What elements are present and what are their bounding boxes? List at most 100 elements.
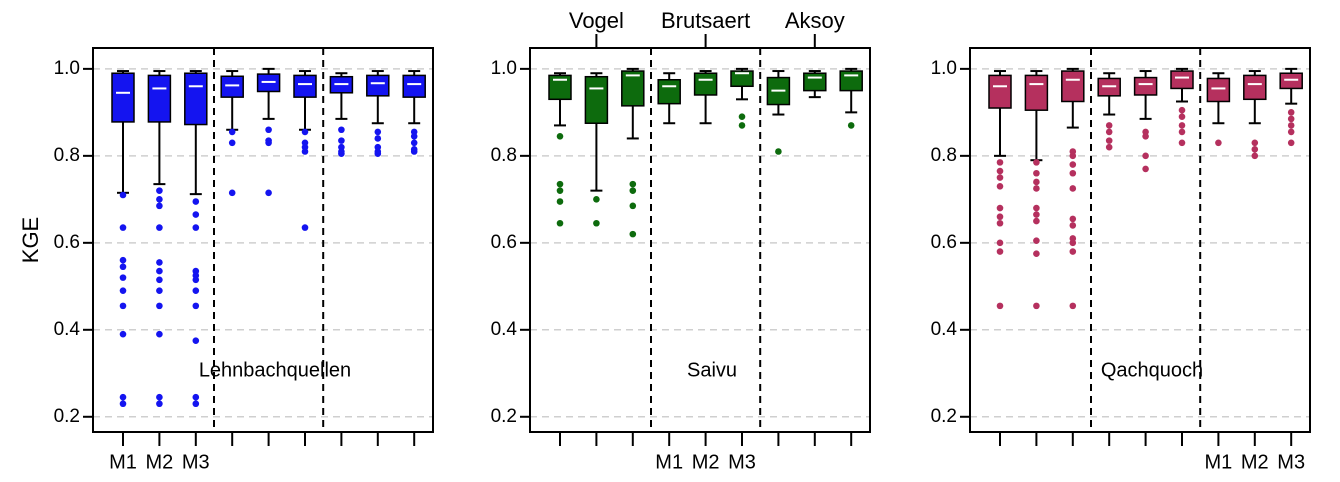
- outlier: [1251, 139, 1259, 147]
- y-tick-label: 0.4: [931, 319, 958, 340]
- outlier: [1178, 139, 1186, 147]
- y-axis-label: KGE: [18, 217, 43, 263]
- outlier: [301, 224, 309, 231]
- outlier: [1033, 217, 1040, 225]
- outlier: [192, 393, 200, 401]
- box: [293, 74, 317, 98]
- box: [584, 75, 609, 124]
- panel-label: Saivu: [687, 359, 737, 381]
- x-tick-label: M3: [1277, 451, 1305, 473]
- x-tick-label: M2: [1241, 451, 1269, 473]
- outlier: [156, 330, 163, 338]
- outlier: [775, 148, 782, 155]
- outlier: [1105, 128, 1113, 136]
- outlier: [228, 189, 236, 197]
- outlier: [192, 337, 200, 344]
- outlier: [119, 263, 127, 271]
- outlier: [1033, 185, 1040, 192]
- outlier: [1142, 165, 1149, 173]
- outlier: [156, 276, 163, 284]
- outlier: [119, 256, 127, 264]
- outlier: [156, 302, 163, 310]
- x-tick-label: M1: [655, 451, 683, 473]
- outlier: [119, 302, 127, 310]
- outlier: [556, 132, 564, 140]
- plot-frame: [529, 47, 871, 433]
- box: [839, 70, 863, 92]
- y-tick-label: 1.0: [491, 58, 517, 79]
- outlier: [119, 287, 127, 294]
- outlier: [156, 259, 163, 266]
- outlier: [996, 159, 1004, 166]
- outlier: [1105, 137, 1113, 144]
- outlier: [338, 126, 345, 134]
- outlier: [996, 248, 1004, 255]
- outlier: [1069, 302, 1077, 310]
- y-tick-label: 0.8: [491, 145, 517, 166]
- outlier: [156, 224, 163, 231]
- outlier: [192, 287, 200, 294]
- outlier: [1287, 122, 1295, 129]
- box: [220, 75, 244, 98]
- outlier: [738, 122, 746, 129]
- box: [1133, 76, 1158, 96]
- outlier: [738, 113, 746, 121]
- panel-label: Lehnbachquellen: [199, 359, 351, 381]
- outlier: [156, 187, 163, 194]
- outlier: [996, 239, 1004, 247]
- group-label: Aksoy: [785, 8, 845, 33]
- outlier: [410, 139, 418, 147]
- outlier: [1033, 237, 1040, 244]
- plot-frame: [969, 47, 1311, 433]
- outlier: [1287, 115, 1295, 123]
- y-tick-label: 1.0: [931, 58, 957, 79]
- outlier: [119, 393, 127, 401]
- box: [621, 70, 645, 107]
- outlier: [996, 174, 1004, 181]
- outlier: [338, 137, 345, 144]
- outlier: [1215, 139, 1222, 147]
- outlier: [228, 128, 236, 136]
- box: [366, 74, 390, 97]
- outlier: [556, 198, 564, 205]
- panel-label: Qachquoch: [1101, 359, 1203, 381]
- outlier: [1142, 132, 1149, 140]
- y-tick-label: 0.6: [491, 232, 517, 253]
- outlier: [374, 150, 382, 157]
- outlier: [265, 126, 272, 134]
- outlier: [593, 196, 600, 203]
- y-tick-label: 0.6: [931, 232, 957, 253]
- outlier: [156, 393, 163, 401]
- y-tick-label: 1.0: [54, 58, 80, 79]
- outlier: [265, 189, 272, 197]
- outlier: [192, 400, 200, 408]
- outlier: [1287, 109, 1295, 116]
- x-tick-label: M1: [109, 451, 137, 473]
- box: [402, 74, 426, 98]
- outlier: [192, 224, 200, 231]
- outlier: [192, 198, 200, 205]
- outlier: [1069, 222, 1077, 229]
- y-tick-label: 0.8: [54, 145, 80, 166]
- box: [147, 74, 172, 123]
- outlier: [629, 187, 637, 194]
- box: [1206, 77, 1231, 103]
- box: [693, 72, 718, 96]
- outlier: [556, 219, 564, 227]
- y-tick-label: 0.2: [54, 406, 80, 427]
- box: [1279, 72, 1303, 90]
- box: [988, 74, 1012, 109]
- y-tick-label: 0.4: [491, 319, 518, 340]
- outlier: [156, 400, 163, 408]
- box: [1243, 74, 1267, 101]
- outlier: [1069, 169, 1077, 177]
- outlier: [1033, 159, 1040, 166]
- outlier: [1178, 122, 1186, 129]
- outlier: [119, 224, 127, 231]
- outlier: [1033, 211, 1040, 218]
- outlier: [156, 202, 163, 210]
- x-tick-label: M2: [692, 451, 720, 473]
- outlier: [1033, 178, 1040, 186]
- x-tick-label: M2: [146, 451, 174, 473]
- outlier: [192, 302, 200, 310]
